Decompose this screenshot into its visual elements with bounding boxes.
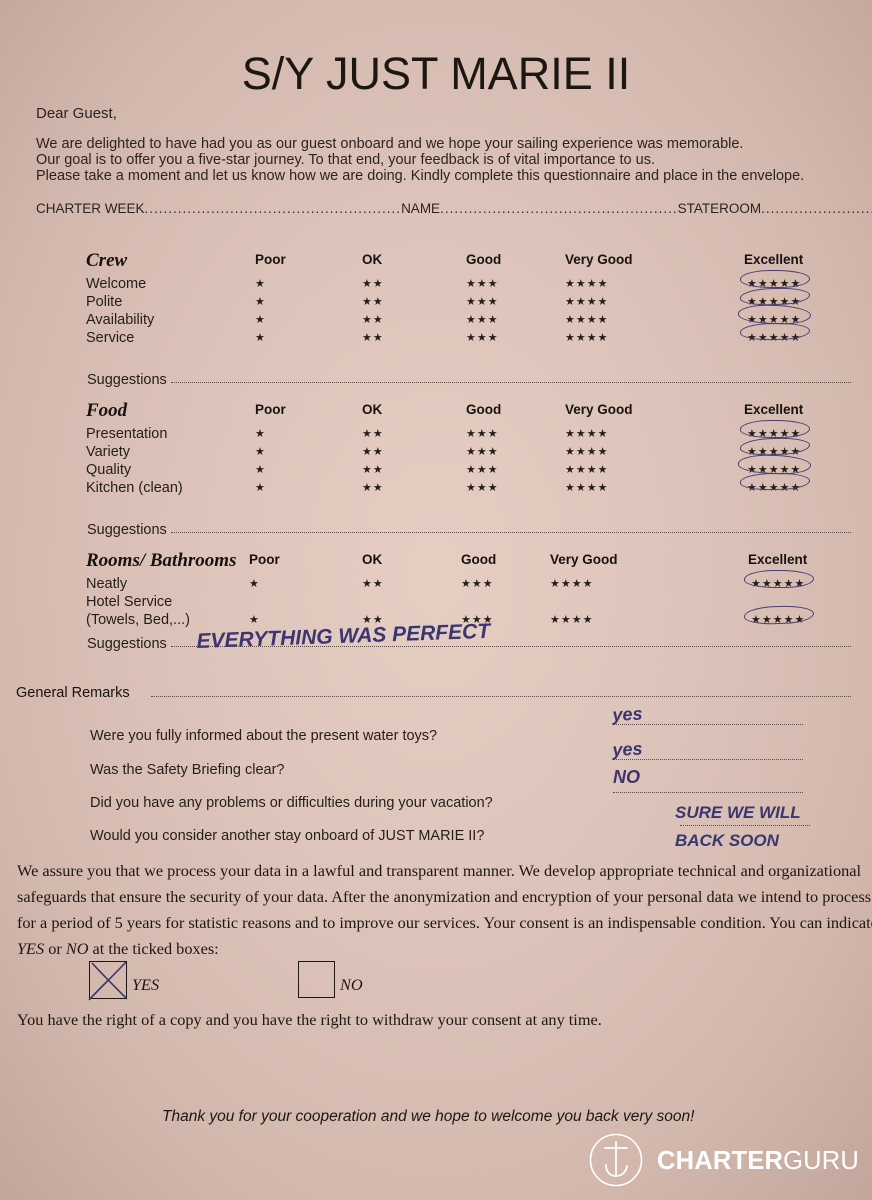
svg-text:CHARTERGURU: CHARTERGURU [657, 1147, 859, 1175]
